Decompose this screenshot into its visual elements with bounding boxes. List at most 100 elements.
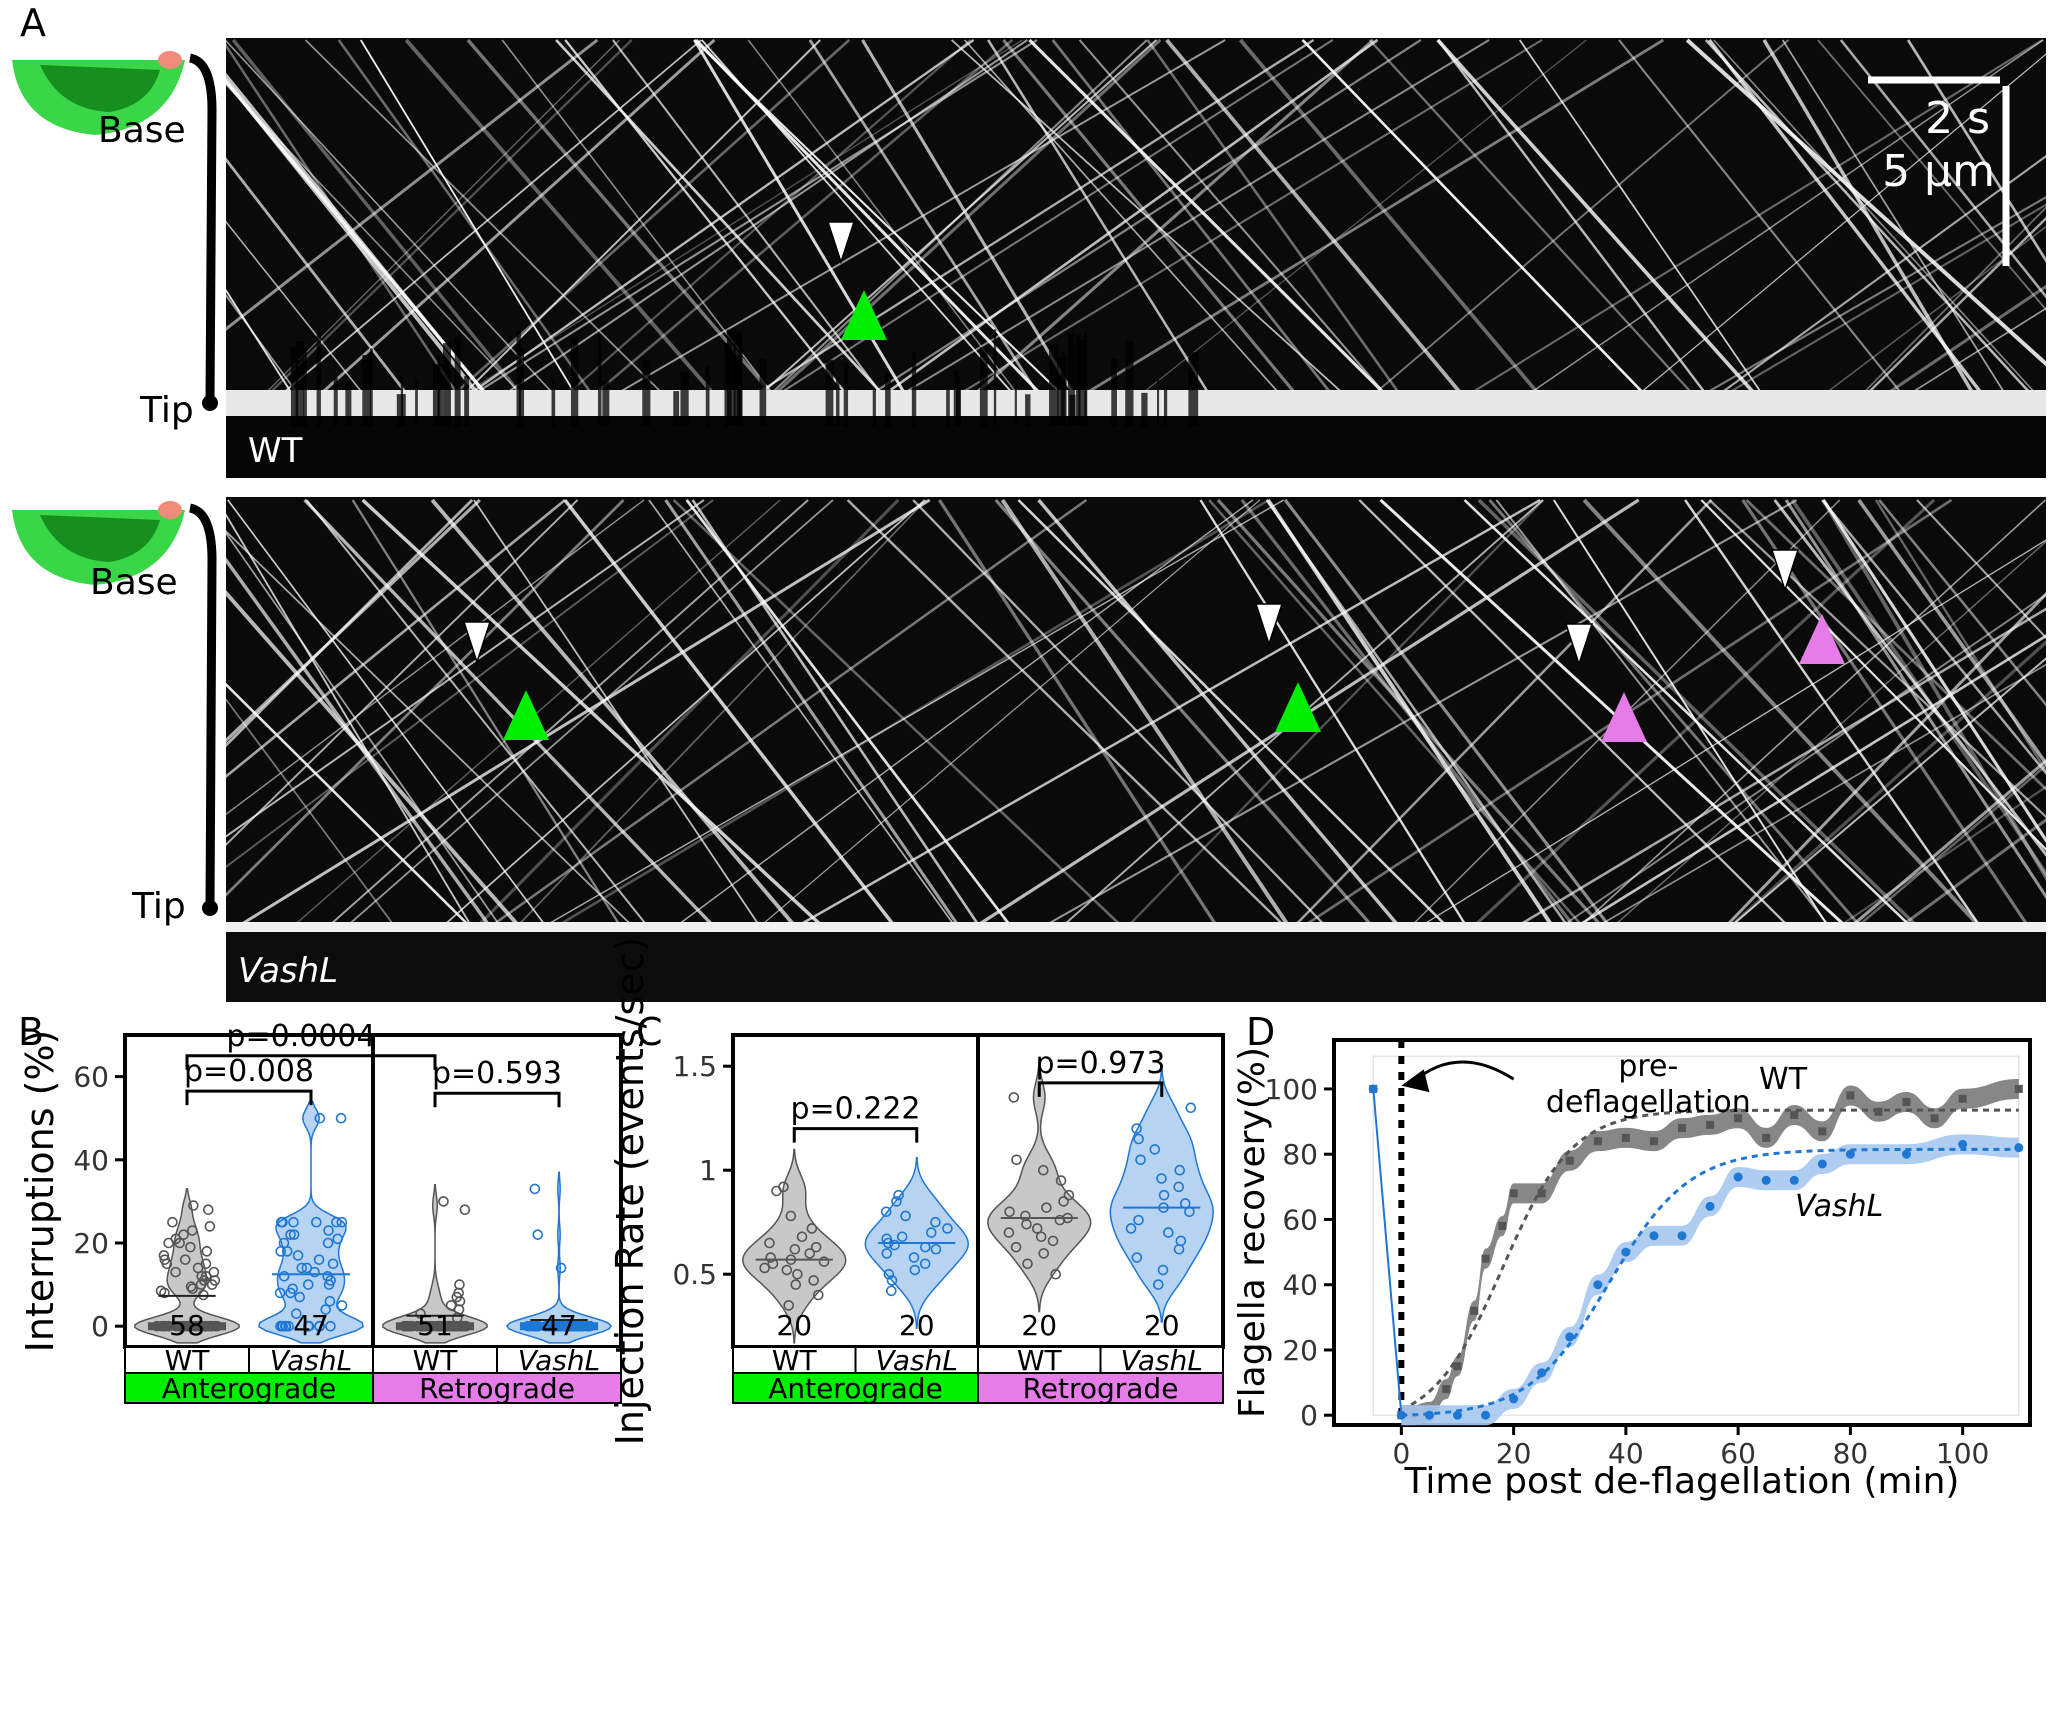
y-axis-title: Injection Rate (events/sec) xyxy=(608,937,652,1446)
y-tick-label: 0 xyxy=(1300,1399,1318,1432)
data-point xyxy=(812,1289,824,1301)
arrowhead-white xyxy=(1564,623,1594,667)
data-point xyxy=(1050,1268,1061,1280)
data-point xyxy=(909,1264,921,1276)
data-point xyxy=(881,1248,893,1259)
x-tick-label: 0 xyxy=(1392,1437,1410,1470)
confidence-band xyxy=(1401,1078,2019,1426)
x-tick-label: 20 xyxy=(1496,1437,1532,1470)
data-point xyxy=(765,1252,776,1263)
kymograph-track xyxy=(1563,593,2046,926)
data-point xyxy=(336,1216,348,1228)
y-tick-label: 80 xyxy=(1282,1138,1318,1171)
kymograph-track xyxy=(226,38,599,331)
data-point xyxy=(1817,1159,1827,1169)
data-point xyxy=(883,1268,895,1280)
data-point xyxy=(1047,1235,1059,1247)
violin xyxy=(258,1100,364,1344)
x-axis-title: Time post de-flagellation (min) xyxy=(1404,1461,1960,1502)
data-point xyxy=(889,1239,900,1251)
kymograph-track xyxy=(1495,499,1829,926)
kymograph-track xyxy=(592,39,1014,396)
kymograph-gap xyxy=(303,347,307,426)
kymograph-track xyxy=(1726,591,2046,927)
kymograph-track xyxy=(1474,498,1936,927)
kymograph-track xyxy=(462,39,1023,396)
kymograph-track xyxy=(517,499,927,926)
eyespot-icon xyxy=(158,501,182,519)
kymograph-track xyxy=(1580,499,2046,926)
kymograph-track xyxy=(226,499,705,838)
y-tick-label: 1 xyxy=(699,1154,717,1187)
data-point xyxy=(278,1270,290,1282)
kymograph-track xyxy=(226,530,632,926)
category-box xyxy=(372,1372,622,1404)
inner-frame xyxy=(1372,1055,2020,1416)
data-point xyxy=(1621,1247,1631,1257)
data-point xyxy=(302,1279,314,1290)
kymograph-track xyxy=(329,499,809,926)
data-point xyxy=(1874,1107,1883,1116)
kymograph-gap xyxy=(1141,392,1148,426)
kymograph-track xyxy=(1578,634,2046,927)
data-point xyxy=(277,1216,288,1228)
data-point xyxy=(1133,1214,1144,1226)
kymograph-track xyxy=(226,498,566,779)
data-point xyxy=(789,1243,801,1255)
significance-bracket xyxy=(1037,1081,1164,1097)
data-point xyxy=(459,1204,471,1216)
data-point xyxy=(1845,1149,1855,1159)
data-point xyxy=(1055,1175,1067,1186)
annotation-arrowhead xyxy=(1401,1069,1430,1093)
data-point xyxy=(1010,1241,1022,1253)
kymograph-track xyxy=(360,39,577,396)
kymograph-track xyxy=(546,499,1284,926)
data-point xyxy=(1185,1102,1197,1114)
kymograph-track xyxy=(1865,216,2046,396)
base-label-wt: Base xyxy=(98,110,186,151)
data-point xyxy=(302,1320,314,1332)
arrowhead-green xyxy=(841,290,887,340)
kymograph-gap xyxy=(1075,334,1081,426)
kymograph-gap xyxy=(396,394,406,426)
kymograph-track xyxy=(912,499,1326,926)
category-box xyxy=(977,1372,1224,1404)
sample-size-label: 47 xyxy=(293,1309,329,1342)
kymograph-track xyxy=(1208,499,1583,926)
data-point xyxy=(283,1320,294,1332)
data-point xyxy=(209,1275,221,1286)
plot-frame xyxy=(1332,1038,2032,1427)
strain-label: VashL xyxy=(518,1344,600,1377)
kymograph-track xyxy=(1519,39,1764,396)
kymograph-track xyxy=(612,39,884,396)
kymograph-track xyxy=(303,498,714,927)
kymograph-gap xyxy=(1157,379,1160,426)
data-point xyxy=(1761,1175,1771,1185)
data-point xyxy=(1705,1201,1715,1211)
arrowhead-magenta xyxy=(1799,614,1845,664)
kymograph-gap xyxy=(1163,387,1168,426)
kymograph-gap xyxy=(1084,331,1087,426)
data-point xyxy=(320,1304,332,1315)
kymograph-track xyxy=(951,39,1346,396)
data-point xyxy=(204,1221,216,1232)
data-point xyxy=(201,1246,213,1257)
significance-bracket xyxy=(185,1089,313,1106)
kymograph-track xyxy=(1436,38,1758,397)
arrowhead-white xyxy=(826,221,856,265)
kymograph-track xyxy=(1037,498,1400,927)
kymograph-track xyxy=(861,39,1076,396)
strain-label: WT xyxy=(165,1344,211,1377)
data-point xyxy=(2014,1084,2023,1093)
data-point xyxy=(1041,1202,1052,1213)
kymograph-track xyxy=(1784,499,2046,900)
kymograph-track xyxy=(304,39,665,396)
data-point xyxy=(778,1181,789,1193)
data-point xyxy=(785,1210,797,1222)
data-point xyxy=(415,1308,426,1320)
data-point xyxy=(1509,1189,1518,1198)
x-tick-label: 80 xyxy=(1833,1437,1869,1470)
data-point xyxy=(327,1258,339,1270)
data-point xyxy=(1038,1248,1050,1259)
data-point xyxy=(161,1258,173,1270)
